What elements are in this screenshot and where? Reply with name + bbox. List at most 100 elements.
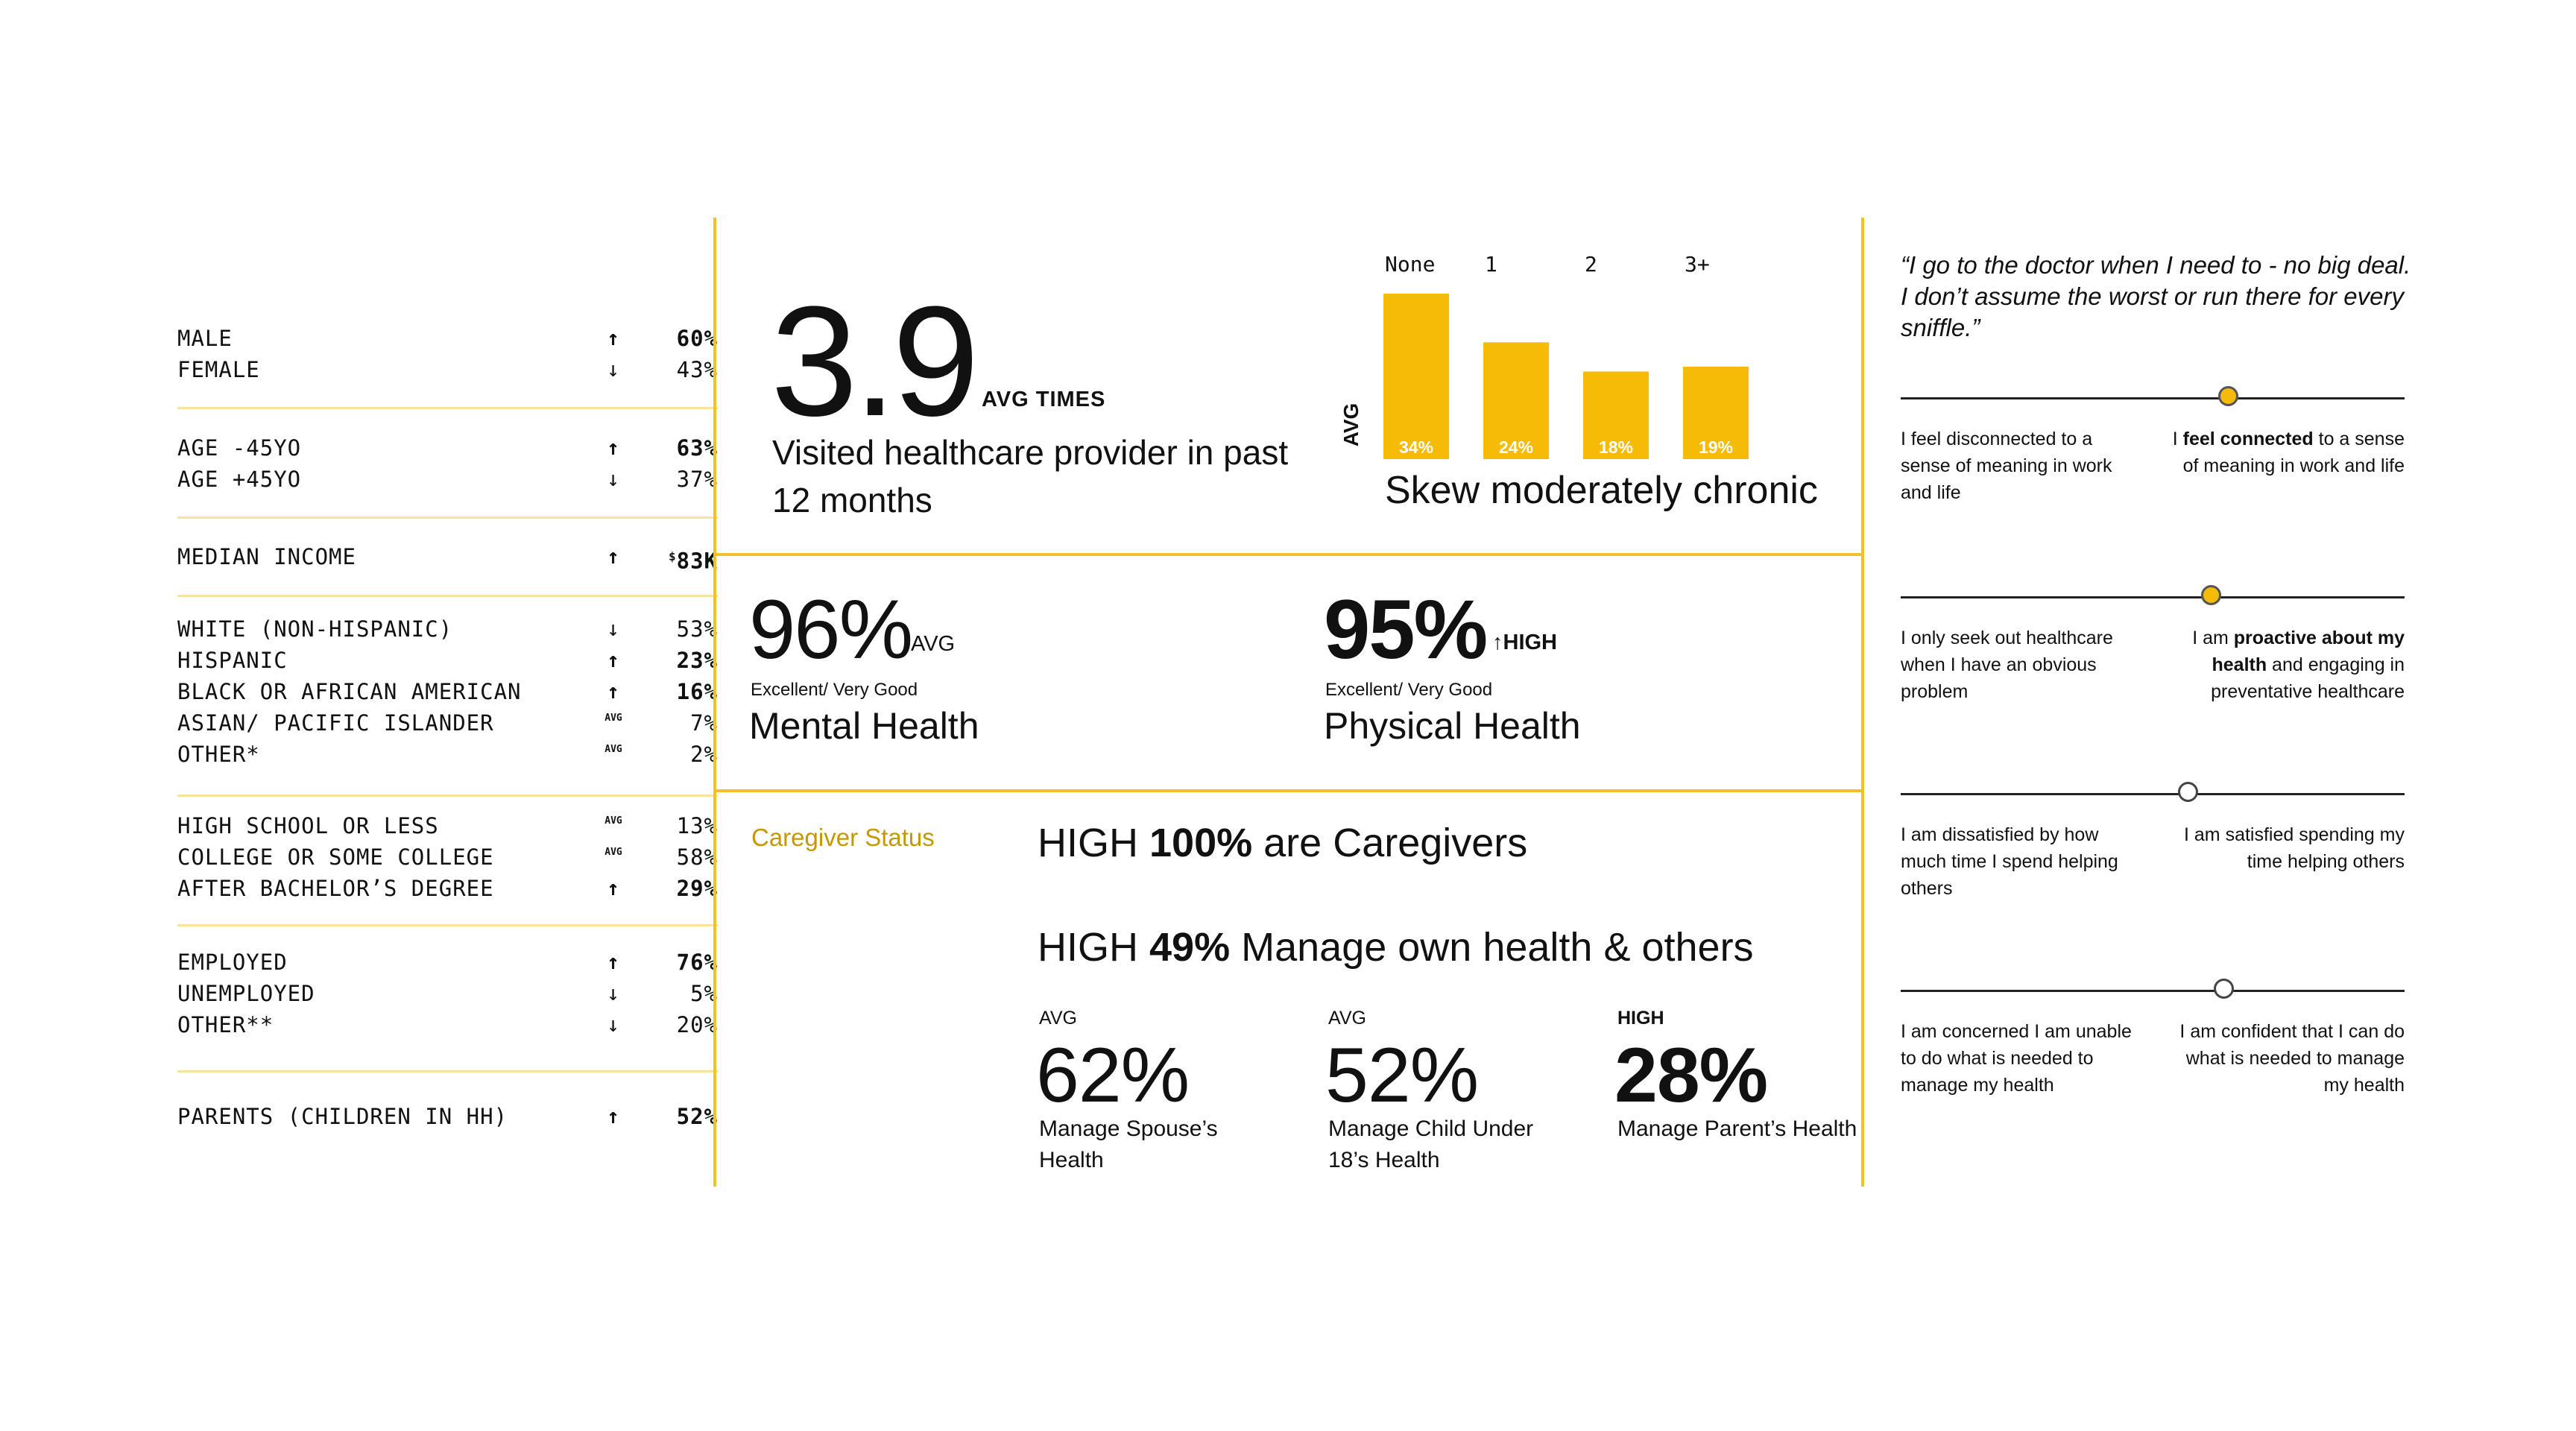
slider-right-statement: I am proactive about my health and engag… [2192,628,2405,702]
mental-health-subtitle: Excellent/ Very Good [751,680,918,700]
gender-group: MALE ↑ 60% FEMALE ↓ 43% [177,323,718,385]
demographic-row: AFTER BACHELOR’S DEGREE ↑ 29% [177,873,718,904]
stat-parent-tag: HIGH [1617,1008,1664,1029]
demographic-row: MALE ↑ 60% [177,323,718,354]
demographic-label: BLACK OR AFRICAN AMERICAN [177,679,522,704]
divider [177,1070,718,1073]
demographic-row: PARENTS (CHILDREN IN HH) ↑ 52% [177,1101,718,1132]
currency-symbol: $ [668,549,677,563]
physical-health-tag: ↑HIGH [1492,631,1557,655]
demographic-row: BLACK OR AFRICAN AMERICAN ↑ 16% [177,676,718,707]
chart-caption: Skew moderately chronic [1385,469,1818,512]
stat-spouse-value: 62% [1036,1032,1190,1119]
slider-right-statement: I feel connected to a sense of meaning i… [2172,429,2405,476]
demographic-value: 20% [676,1012,718,1037]
demographic-value: 37% [676,467,718,492]
slider-track [1901,397,2405,399]
visits-description: Visited healthcare provider in past 12 m… [772,433,1289,519]
mental-health-tag: AVG [911,632,956,656]
mental-health-label: Mental Health [749,705,979,747]
age-group: AGE -45YO ↑ 63% AGE +45YO ↓ 37% [177,432,718,495]
demographic-row: ASIAN/ PACIFIC ISLANDER AVG 7% [177,707,718,739]
stat-child-desc: Manage Child Under 18’s Health [1328,1116,1534,1172]
demographic-label: MALE [177,326,233,351]
down-arrow-icon: ↓ [607,616,620,641]
demographic-value: 52% [676,1104,718,1129]
demographic-label: EMPLOYED [177,950,288,975]
stat-child-tag: AVG [1328,1008,1366,1029]
visits-value: 3.9 [771,274,979,449]
demographic-value: 29% [676,876,718,901]
demographic-label: PARENTS (CHILDREN IN HH) [177,1104,508,1129]
slider-knob [2200,585,2221,605]
slider-left-statement: I am dissatisfied by how much time I spe… [1901,824,2118,899]
demographic-label: AGE +45YO [177,467,302,492]
persona-quote: “I go to the doctor when I need to - no … [1901,251,2411,341]
divider [177,924,718,926]
bar-data-label: 34% [1399,437,1433,457]
stat-spouse-tag: AVG [1039,1008,1077,1029]
demographic-value: 5% [690,981,718,1006]
mental-health-value: 96% [749,583,913,676]
demographic-row: COLLEGE OR SOME COLLEGE AVG 58% [177,841,718,873]
employment-group: EMPLOYED ↑ 76% UNEMPLOYED ↓ 5% OTHER** ↓ 20% [177,947,718,1040]
left-vertical-divider [713,218,716,1187]
bar [1583,371,1649,459]
demographic-value: 53% [676,616,718,642]
stat-child-value: 52% [1325,1032,1479,1119]
x-tick-label: 1 [1485,252,1497,277]
demographic-value: 13% [676,813,718,838]
divider [177,517,718,519]
line1-prefix: HIGH [1038,821,1150,865]
demographic-value: 58% [676,844,718,870]
line2-bold: 49% [1149,925,1231,970]
demographic-label: HISPANIC [177,648,288,673]
bar [1683,366,1749,459]
slider-knob [2178,782,2199,802]
up-arrow-icon: ↑ [607,1104,620,1128]
down-arrow-icon: ↓ [607,357,620,382]
divider [177,407,718,409]
demographic-row: OTHER** ↓ 20% [177,1009,718,1040]
demographic-label: AGE -45YO [177,435,302,461]
x-tick-label: None [1385,252,1435,277]
middle-divider-top [716,553,1861,556]
demographic-label: WHITE (NON-HISPANIC) [177,616,453,642]
slider-right-statement: I am confident that I can do what is nee… [2179,1021,2405,1096]
line1-suffix: are Caregivers [1252,821,1528,865]
right-vertical-divider [1861,218,1864,1187]
slider-track [1901,793,2405,795]
demographic-row: EMPLOYED ↑ 76% [177,947,718,978]
demographic-label: OTHER* [177,742,260,767]
visits-unit: AVG TIMES [982,388,1106,411]
down-arrow-icon: ↓ [607,981,620,1005]
stat-parent-desc: Manage Parent’s Health [1617,1116,1857,1141]
y-axis-label: AVG [1339,403,1363,447]
up-arrow-icon: ↑ [607,544,620,569]
physical-health-tag-text: HIGH [1503,631,1558,654]
demographic-row: AGE +45YO ↓ 37% [177,464,718,495]
demographic-row: FEMALE ↓ 43% [177,354,718,385]
visits-bar-chart: AVG None 34% 1 24% 2 18% 3+ 19% [1339,252,1749,459]
up-arrow-icon: ↑ [607,876,620,900]
bar [1483,342,1549,459]
demographic-row: WHITE (NON-HISPANIC) ↓ 53% [177,613,718,645]
demographic-row: HIGH SCHOOL OR LESS AVG 13% [177,810,718,841]
avg-tag: AVG [604,713,622,724]
line2-suffix: Manage own health & others [1230,925,1754,970]
demographic-label: FEMALE [177,357,260,382]
middle-divider-bottom [716,789,1861,792]
slider-left-statement: I feel disconnected to a sense of meanin… [1901,429,2112,503]
demographic-label: COLLEGE OR SOME COLLEGE [177,844,494,870]
demographic-label: MEDIAN INCOME [177,544,356,569]
demographic-value: 16% [676,679,718,704]
demographic-value: 2% [690,742,718,767]
demographic-row: AGE -45YO ↑ 63% [177,432,718,464]
avg-tag: AVG [604,847,622,858]
demographic-row: MEDIAN INCOME ↑ $83K [177,541,718,574]
physical-health-value: 95% [1324,583,1488,676]
up-arrow-icon: ↑ [607,435,620,460]
bar-data-label: 18% [1599,437,1633,457]
emphasis-text: feel connected [2182,429,2314,449]
bar [1383,294,1449,459]
